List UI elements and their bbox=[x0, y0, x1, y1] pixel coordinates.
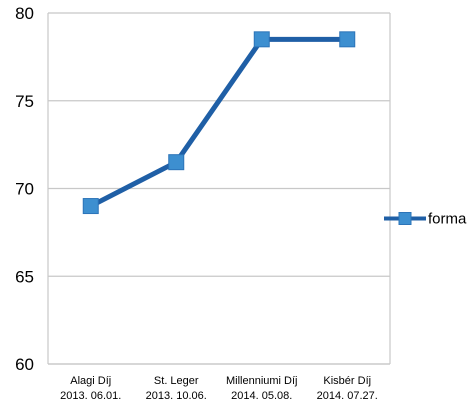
x-axis-tick-labels: Alagi Díj 2013. 06.01. St. Leger 2013. 10.0… bbox=[60, 375, 378, 402]
x-tick-label-0-line-1: 2013. 06.01. bbox=[60, 390, 121, 402]
y-tick-label-75: 75 bbox=[15, 92, 34, 111]
x-tick-label-2-line-1: 2014. 05.08. bbox=[231, 390, 292, 402]
y-tick-label-70: 70 bbox=[15, 180, 34, 199]
x-tick-label-3-line-0: Kisbér Díj bbox=[323, 375, 371, 387]
legend-label-forma: forma bbox=[428, 211, 467, 228]
data-point-forma-0 bbox=[82, 198, 99, 215]
data-point-forma-1 bbox=[168, 154, 185, 171]
data-point-forma-3 bbox=[339, 31, 356, 48]
y-tick-label-80: 80 bbox=[15, 4, 34, 23]
series bbox=[82, 31, 356, 215]
y-tick-label-65: 65 bbox=[15, 267, 34, 286]
x-tick-label-2-line-0: Millenniumi Díj bbox=[226, 375, 298, 387]
x-tick-label-1-line-1: 2013. 10.06. bbox=[146, 390, 207, 402]
y-tick-label-60: 60 bbox=[15, 355, 34, 374]
x-tick-label-3-line-1: 2014. 07.27. bbox=[317, 390, 378, 402]
x-tick-label-0-line-0: Alagi Díj bbox=[70, 375, 111, 387]
axes bbox=[47, 13, 391, 365]
series-line-forma bbox=[88, 36, 350, 209]
legend-marker-forma bbox=[398, 212, 412, 225]
y-axis-tick-labels: 60 65 70 75 80 bbox=[15, 4, 34, 374]
data-point-forma-2 bbox=[253, 31, 270, 48]
legend: forma bbox=[384, 211, 467, 228]
x-tick-label-1-line-0: St. Leger bbox=[154, 375, 199, 387]
